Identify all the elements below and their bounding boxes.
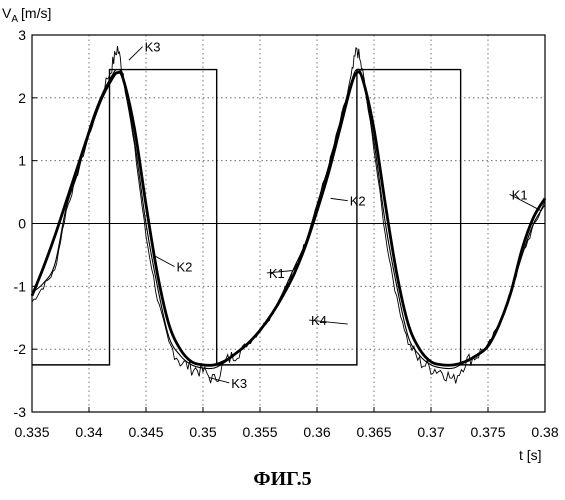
annotation-label-k2: K2 xyxy=(350,194,366,209)
x-tick-label: 0.38 xyxy=(531,424,558,440)
annotation-label-k2: K2 xyxy=(177,260,193,275)
x-tick-label: 0.345 xyxy=(128,424,163,440)
y-tick-label: 1 xyxy=(18,153,26,169)
x-tick-label: 0.375 xyxy=(470,424,505,440)
tick-labels: 0.335 0.34 0.345 0.35 0.355 0.36 0.365 0.37 0.37… xyxy=(14,27,559,440)
figure-caption: ФИГ.5 xyxy=(0,468,565,491)
x-tick-label: 0.35 xyxy=(189,424,216,440)
x-tick-label: 0.355 xyxy=(242,424,277,440)
annotation-label-k4: K4 xyxy=(311,313,327,328)
annotation-label-k3: K3 xyxy=(145,40,161,55)
y-axis-label: VA[m/s] xyxy=(2,5,51,25)
x-tick-label: 0.36 xyxy=(303,424,330,440)
annotation-leader xyxy=(129,47,143,60)
annotation-leader xyxy=(331,198,348,200)
y-tick-label: 3 xyxy=(18,27,26,43)
annotation-label-k3: K3 xyxy=(231,376,247,391)
y-tick-label: -2 xyxy=(14,341,27,357)
y-tick-label: 2 xyxy=(18,90,26,106)
series-lines xyxy=(32,46,545,383)
x-tick-label: 0.365 xyxy=(356,424,391,440)
annotation-label-k1: K1 xyxy=(269,266,285,281)
x-tick-label: 0.335 xyxy=(14,424,49,440)
y-tick-label: -1 xyxy=(14,278,27,294)
y-tick-label: 0 xyxy=(18,216,26,232)
annotations: K3 K2 K3 K2 K1 K4 K1 xyxy=(129,40,542,391)
y-tick-label: -3 xyxy=(14,404,27,420)
annotation-label-k1: K1 xyxy=(512,187,528,202)
x-tick-label: 0.34 xyxy=(75,424,102,440)
series-k4-line xyxy=(32,70,545,365)
x-tick-label: 0.37 xyxy=(417,424,444,440)
x-axis-label: t [s] xyxy=(519,447,542,463)
